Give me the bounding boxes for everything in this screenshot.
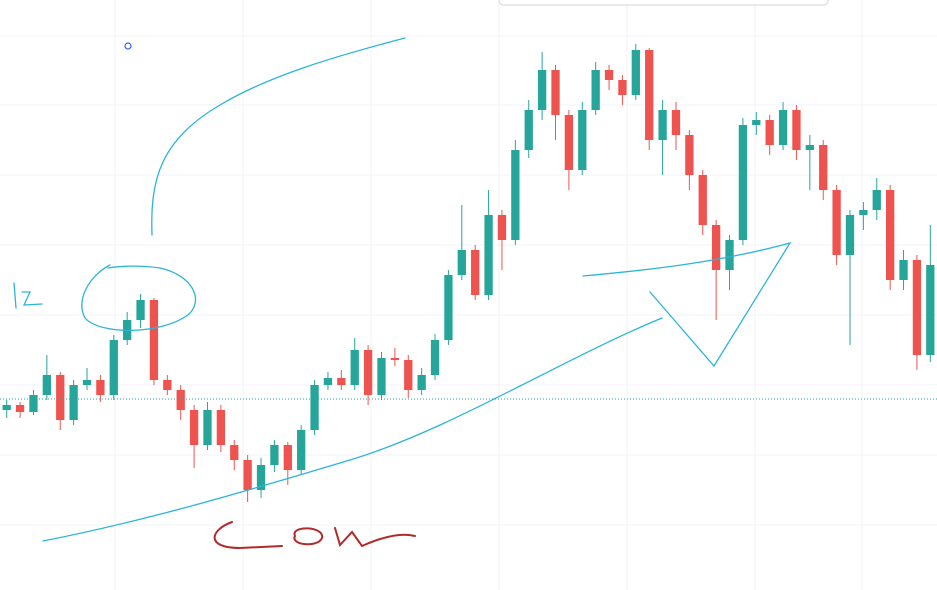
candle-body <box>283 445 292 470</box>
candle-body <box>457 250 466 275</box>
candle-body <box>926 265 935 355</box>
candle-body <box>698 175 707 225</box>
candle-body <box>564 115 574 170</box>
drawn-trendline <box>42 317 663 542</box>
candle-body <box>390 358 400 360</box>
candle-body <box>163 380 172 390</box>
drawn-scribble <box>13 282 43 309</box>
candle-body <box>149 300 159 380</box>
candle-body <box>778 110 788 145</box>
candle-body <box>82 380 92 385</box>
candle-body <box>15 405 25 412</box>
candle-body <box>551 70 560 115</box>
candle-body <box>417 375 426 390</box>
candle-body <box>2 405 11 410</box>
candle-body <box>578 110 587 170</box>
candle-body <box>216 410 226 445</box>
candle-body <box>591 70 600 110</box>
candle-body <box>56 375 65 420</box>
candle-body <box>310 385 319 430</box>
candle-body <box>270 445 279 465</box>
drawn-arrow <box>582 241 792 368</box>
drawn-word <box>213 521 416 550</box>
candle-body <box>109 340 118 395</box>
candle-body <box>42 375 51 395</box>
anchor-dot <box>124 42 132 50</box>
candle-body <box>752 120 761 125</box>
drawn-circle <box>81 264 197 332</box>
candle-body <box>711 225 721 270</box>
candle-body <box>484 215 493 295</box>
drawings <box>13 37 792 550</box>
candle-body <box>886 190 895 280</box>
candle-body <box>872 190 881 210</box>
candle-body <box>859 210 868 215</box>
candle-body <box>230 445 239 460</box>
candle-body <box>29 395 38 412</box>
candle-body <box>444 275 453 340</box>
candle-body <box>337 378 346 385</box>
toolbar[interactable] <box>498 0 829 6</box>
candle-body <box>671 110 681 135</box>
candle-body <box>69 385 78 420</box>
candle-body <box>176 390 185 410</box>
candle-body <box>189 410 199 445</box>
candle-body <box>511 150 520 240</box>
candle-body <box>203 410 212 445</box>
candle-body <box>537 70 547 110</box>
candle-body <box>658 110 667 140</box>
candle-body <box>323 378 333 385</box>
candle-body <box>96 380 105 395</box>
candle-body <box>524 110 533 150</box>
candle-body <box>297 430 306 470</box>
candle-body <box>765 120 774 145</box>
candle-body <box>377 358 386 395</box>
candle-body <box>725 240 734 270</box>
candle-body <box>618 80 627 95</box>
candle-body <box>738 125 748 240</box>
candle-body <box>350 350 359 385</box>
drawn-curve <box>151 37 406 236</box>
candle-body <box>363 350 373 395</box>
candle-body <box>685 135 694 175</box>
candle-body <box>256 465 266 490</box>
candle-body <box>404 360 413 390</box>
candle-body <box>899 260 908 280</box>
candle-body <box>845 215 855 255</box>
candle-body <box>912 260 922 355</box>
candle-body <box>819 145 828 190</box>
candle-body <box>792 110 801 150</box>
candle-body <box>430 340 440 375</box>
candles <box>2 44 935 502</box>
candle-body <box>243 460 252 490</box>
candle-body <box>631 50 640 95</box>
candle-body <box>832 190 841 255</box>
candle-body <box>497 215 507 240</box>
candle-body <box>136 300 145 320</box>
candle-body <box>604 70 614 80</box>
candle-body <box>805 145 814 150</box>
candle-body <box>471 250 480 295</box>
candle-body <box>645 50 654 140</box>
